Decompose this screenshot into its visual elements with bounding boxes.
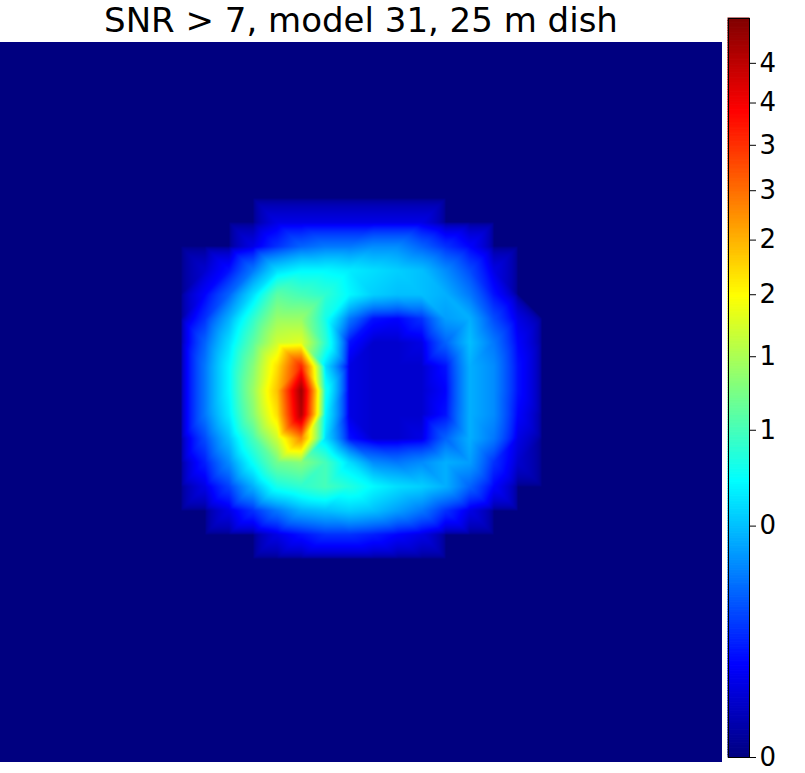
svg-text:2: 2: [760, 224, 777, 254]
svg-text:3: 3: [760, 175, 777, 205]
html-text:SNR > 7, model 31, 25 m dish: SNR > 7, model 31, 25 m dish: [104, 0, 618, 40]
svg-text:4: 4: [760, 48, 777, 78]
svg-text:1: 1: [760, 341, 777, 371]
svg-text:2: 2: [760, 279, 777, 309]
svg-text:0: 0: [760, 510, 777, 540]
svg-text:3: 3: [760, 130, 777, 160]
svg-text:4: 4: [760, 87, 777, 117]
svg-text:0: 0: [760, 742, 777, 772]
svg-text:1: 1: [760, 415, 777, 445]
